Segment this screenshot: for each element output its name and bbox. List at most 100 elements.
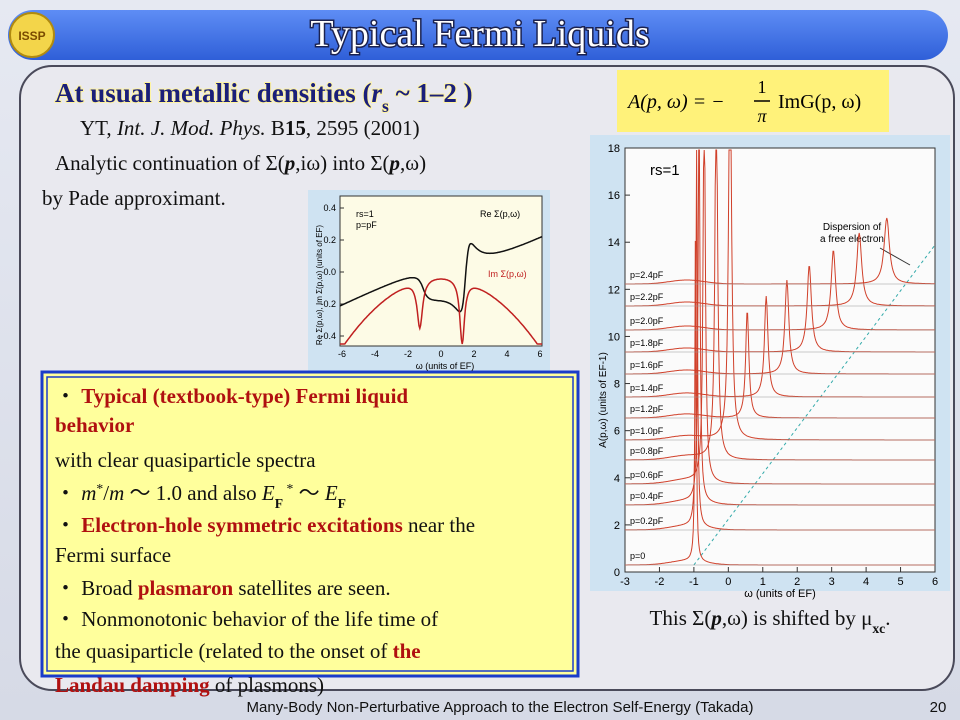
big-x-tick: 6 [932, 576, 938, 588]
small-y-tick: -0.4 [320, 331, 336, 341]
text-segment: Typical (textbook-type) Fermi liquid [81, 384, 408, 408]
logo [9, 12, 55, 58]
text-segment: * [96, 481, 103, 496]
small-y-tick: 0.4 [323, 203, 336, 213]
curve-label: p=1.2pF [630, 404, 664, 414]
text-segment: Fermi surface [55, 543, 171, 567]
text-segment: ～ 1.0 and also [124, 481, 262, 505]
small-x-tick: 0 [438, 349, 443, 359]
text-segment: F [338, 496, 346, 511]
big-x-tick: 4 [863, 576, 869, 588]
text-segment: Int. J. Mod. Phys. [116, 116, 266, 140]
text-segment: E [324, 481, 338, 505]
small-y-tick: 0.0 [323, 267, 336, 277]
formula-den: π [757, 106, 767, 126]
big-rs: rs=1 [650, 162, 680, 179]
text-segment: / [103, 481, 109, 505]
big-x-tick: -2 [655, 576, 665, 588]
big-x-tick: 5 [897, 576, 903, 588]
big-x-tick: 0 [725, 576, 731, 588]
text-segment: ～ [293, 481, 325, 505]
big-y-tick: 2 [614, 520, 620, 532]
text-segment: p [709, 606, 722, 630]
bullet-line: ・ m*/m ～ 1.0 and also EF * ～ EF [55, 481, 346, 511]
big-y-tick: 18 [608, 143, 620, 155]
small-re-label: Re Σ(p,ω) [480, 209, 520, 219]
analytic-continuation: Analytic continuation of Σ(p,iω) into Σ(… [55, 151, 426, 175]
big-x-tick: 3 [829, 576, 835, 588]
bullet-line: the quasiparticle (related to the onset … [55, 639, 421, 663]
text-segment: Landau damping [55, 673, 210, 697]
text-segment: p [283, 151, 296, 175]
curve-label: p=0.4pF [630, 491, 664, 501]
text-segment: xc [872, 621, 885, 636]
footer: Many-Body Non-Perturbative Approach to t… [247, 699, 754, 716]
big-y-tick: 14 [608, 237, 620, 249]
text-segment: This Σ( [650, 606, 712, 630]
text-segment: ・ Broad [55, 576, 138, 600]
text-segment: with clear quasiparticle spectra [55, 448, 316, 472]
small-y-tick: -0.2 [320, 299, 336, 309]
big-plot-area [624, 147, 936, 573]
text-segment: ・ Nonmonotonic behavior of the life time… [55, 607, 438, 631]
text-segment: 15 [285, 116, 306, 140]
small-im-label: Im Σ(p,ω) [488, 269, 527, 279]
text-segment: ,ω) is shifted by μ [722, 606, 873, 630]
text-segment: ・ [55, 481, 81, 505]
text-segment: F [275, 496, 283, 511]
annotation-arrow [879, 247, 911, 266]
big-x-label: ω (units of EF) [744, 588, 816, 600]
text-segment: s [382, 96, 389, 116]
small-x-tick: 4 [504, 349, 509, 359]
bullet-line: ・ Nonmonotonic behavior of the life time… [55, 607, 438, 631]
text-segment: Electron-hole symmetric excitations [81, 513, 403, 537]
formula-num: 1 [758, 77, 767, 97]
big-x-tick: -3 [620, 576, 630, 588]
text-segment: ,iω) into Σ( [295, 151, 389, 175]
big-y-tick: 10 [608, 331, 620, 343]
text-segment: ~ 1–2 ) [389, 78, 473, 108]
small-y-tick: 0.2 [323, 235, 336, 245]
curve-label: p=2.4pF [630, 270, 664, 280]
pade-note: by Pade approximant. [42, 186, 226, 210]
big-y-label: A(p,ω) (units of EF-1) [598, 352, 609, 448]
small-x-tick: 2 [471, 349, 476, 359]
free-electron-dispersion [693, 244, 936, 566]
bullet-line: ・ Typical (textbook-type) Fermi liquid [55, 384, 408, 408]
text-segment: , 2595 (2001) [306, 116, 420, 140]
heading: At usual metallic densities (rs ~ 1–2 ) [55, 78, 473, 116]
logo-text: ISSP [18, 29, 45, 43]
big-x-tick: -1 [689, 576, 699, 588]
small-param: p=pF [356, 220, 377, 230]
curve-label: p=1.6pF [630, 360, 664, 370]
big-y-tick: 0 [614, 567, 620, 579]
curve-label: p=1.8pF [630, 338, 664, 348]
text-segment: ,ω) [400, 151, 426, 175]
small-x-tick: 6 [537, 349, 542, 359]
curve-label: p=0.8pF [630, 446, 664, 456]
text-segment: Analytic continuation of Σ( [55, 151, 285, 175]
text-segment: the quasiparticle (related to the onset … [55, 639, 393, 663]
curve-label: p=1.0pF [630, 426, 664, 436]
text-segment: behavior [55, 413, 134, 437]
big-x-tick: 1 [760, 576, 766, 588]
text-segment: the [393, 639, 421, 663]
curve-label: p=2.0pF [630, 316, 664, 326]
big-annotation: Dispersion of [823, 222, 882, 233]
formula-lhs: A(p, ω) = − [626, 91, 725, 113]
text-segment: B [266, 116, 285, 140]
bullet-line: ・ Broad plasmaron satellites are seen. [55, 576, 391, 600]
big-y-tick: 16 [608, 190, 620, 202]
text-segment: of plasmons) [210, 673, 324, 697]
curve-label: p=0.6pF [630, 470, 664, 480]
small-im-curve [340, 278, 542, 345]
text-segment: p [388, 151, 401, 175]
text-segment: * [283, 481, 293, 496]
bullet-line: Landau damping of plasmons) [55, 673, 324, 697]
big-annotation: a free electron [820, 234, 884, 245]
small-plot-area [339, 195, 543, 347]
small-re-curve [339, 235, 543, 313]
small-x-label: ω (units of EF) [416, 361, 475, 371]
text-segment: . [885, 606, 890, 630]
